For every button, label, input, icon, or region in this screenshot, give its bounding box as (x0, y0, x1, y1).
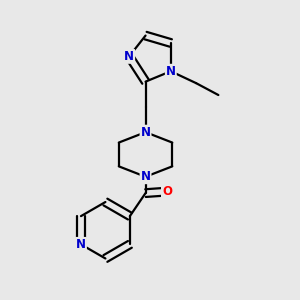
Text: O: O (162, 185, 172, 198)
Text: N: N (76, 238, 86, 251)
Text: N: N (140, 126, 151, 139)
Text: N: N (166, 65, 176, 78)
Text: N: N (124, 50, 134, 63)
Text: N: N (140, 170, 151, 183)
